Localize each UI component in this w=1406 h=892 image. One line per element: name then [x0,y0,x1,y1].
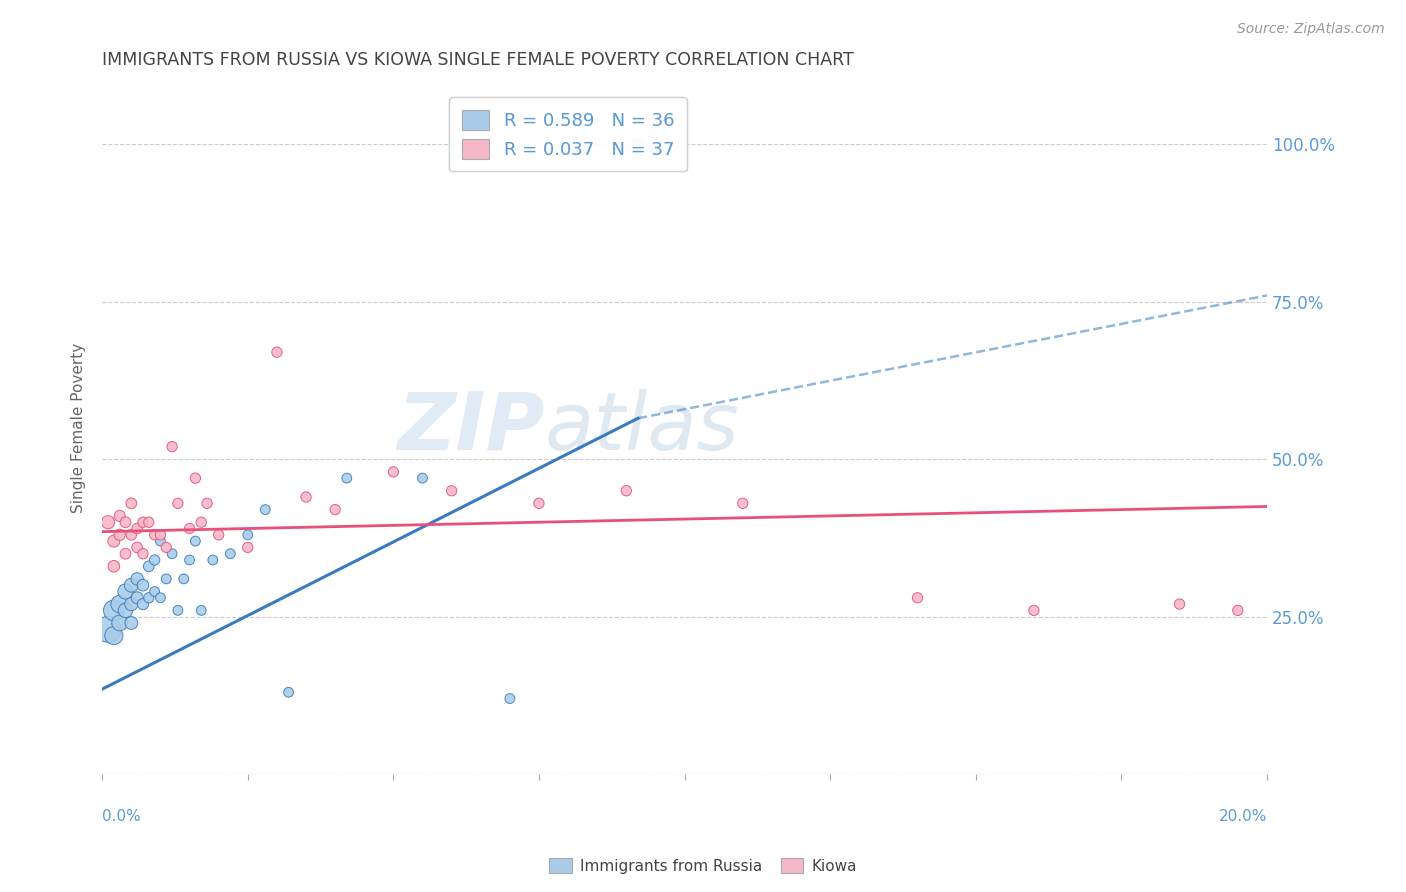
Point [155,572,177,586]
Point [143,584,166,599]
Point [336,471,359,485]
Point [499,691,522,706]
Point [138,591,160,605]
Text: 0.0%: 0.0% [103,809,141,824]
Point [103,603,125,617]
Point [149,591,172,605]
Point [731,496,754,510]
Point [411,471,433,485]
Point [138,515,160,529]
Point [179,522,201,536]
Point [266,345,288,359]
Point [120,597,142,611]
Point [108,597,131,611]
Point [132,578,155,592]
Point [120,496,142,510]
Point [614,483,637,498]
Legend: Immigrants from Russia, Kiowa: Immigrants from Russia, Kiowa [543,852,863,880]
Point [1022,603,1045,617]
Point [138,559,160,574]
Text: ZIP: ZIP [398,389,544,467]
Point [97,515,120,529]
Point [219,547,242,561]
Point [201,553,224,567]
Point [160,440,183,454]
Point [179,553,201,567]
Text: IMMIGRANTS FROM RUSSIA VS KIOWA SINGLE FEMALE POVERTY CORRELATION CHART: IMMIGRANTS FROM RUSSIA VS KIOWA SINGLE F… [103,51,853,69]
Legend: R = 0.589   N = 36, R = 0.037   N = 37: R = 0.589 N = 36, R = 0.037 N = 37 [450,97,686,171]
Point [236,541,259,555]
Point [160,547,183,561]
Point [1168,597,1191,611]
Point [103,534,125,549]
Point [114,603,136,617]
Point [254,502,277,516]
Point [184,534,207,549]
Point [143,528,166,542]
Point [190,515,212,529]
Point [127,591,149,605]
Point [382,465,405,479]
Point [440,483,463,498]
Point [120,528,142,542]
Text: 20.0%: 20.0% [1219,809,1267,824]
Point [527,496,550,510]
Point [132,547,155,561]
Point [195,496,218,510]
Point [108,508,131,523]
Y-axis label: Single Female Poverty: Single Female Poverty [72,343,86,513]
Point [167,496,190,510]
Point [114,547,136,561]
Point [149,534,172,549]
Text: atlas: atlas [544,389,740,467]
Point [127,572,149,586]
Point [103,629,125,643]
Point [1226,603,1249,617]
Point [114,584,136,599]
Point [132,597,155,611]
Point [114,515,136,529]
Point [108,528,131,542]
Point [627,137,650,152]
Point [97,622,120,636]
Point [143,553,166,567]
Point [190,603,212,617]
Point [208,528,231,542]
Point [127,522,149,536]
Point [132,515,155,529]
Point [103,559,125,574]
Point [236,528,259,542]
Point [173,572,195,586]
Point [277,685,299,699]
Point [127,541,149,555]
Point [149,528,172,542]
Point [167,603,190,617]
Point [120,578,142,592]
Point [323,502,346,516]
Point [907,591,929,605]
Text: Source: ZipAtlas.com: Source: ZipAtlas.com [1237,22,1385,37]
Point [155,541,177,555]
Point [295,490,318,504]
Point [120,615,142,630]
Point [184,471,207,485]
Point [108,615,131,630]
